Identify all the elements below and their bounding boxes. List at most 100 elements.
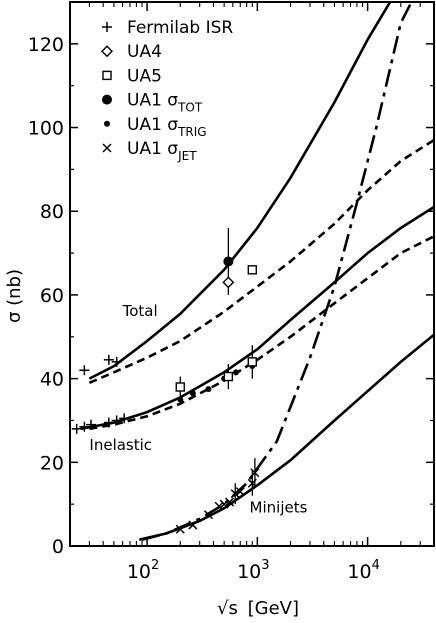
legend-label-main: UA5 bbox=[127, 66, 162, 86]
big-dot-shape bbox=[102, 94, 112, 105]
legend-label-main: UA1 σ bbox=[127, 139, 178, 159]
cross-b bbox=[235, 487, 245, 497]
data-point-ua1-trig bbox=[205, 386, 212, 393]
diamond-shape bbox=[101, 45, 113, 58]
series-line-1 bbox=[88, 2, 392, 380]
data-point-ua4 bbox=[222, 276, 235, 289]
square-shape bbox=[247, 357, 257, 367]
data-point-isr bbox=[79, 421, 90, 432]
x-axis-title-unit: [GeV] bbox=[248, 598, 299, 619]
cross-b bbox=[250, 468, 260, 478]
legend-label: UA5 bbox=[127, 66, 162, 86]
cross-b bbox=[188, 520, 198, 530]
legend-label-main: Fermilab ISR bbox=[127, 18, 233, 38]
data-point-isr bbox=[71, 423, 82, 434]
data-point-ua1-jet bbox=[175, 524, 185, 534]
x-axis-title: √s [GeV] bbox=[217, 598, 299, 619]
legend-label-subscript: TOT bbox=[177, 101, 203, 115]
series-line-2 bbox=[88, 138, 434, 384]
dot-shape bbox=[232, 369, 239, 376]
dot-shape bbox=[189, 390, 196, 397]
y-tick-label: 60 bbox=[40, 285, 64, 307]
legend-label: Fermilab ISR bbox=[127, 18, 233, 38]
data-point-ua1-jet bbox=[214, 501, 224, 511]
data-point-ua1-jet bbox=[230, 489, 240, 499]
big-dot-shape bbox=[223, 256, 234, 267]
data-point-isr bbox=[85, 419, 96, 430]
y-tick-label: 80 bbox=[40, 201, 64, 223]
data-point-isr bbox=[111, 356, 122, 367]
cross-b bbox=[225, 497, 235, 507]
cross-b bbox=[175, 524, 185, 534]
series-line-3 bbox=[80, 205, 434, 431]
data-point-ua1-trig bbox=[177, 396, 184, 403]
legend-label-main: UA1 σ bbox=[127, 115, 178, 135]
x-tick-exponent: 4 bbox=[372, 558, 380, 573]
legend-marker-dot bbox=[104, 120, 110, 127]
legend-label: UA1 σTOT bbox=[127, 91, 203, 115]
y-tick-label: 120 bbox=[28, 34, 64, 56]
square-shape bbox=[175, 382, 185, 392]
y-tick-label: 40 bbox=[40, 369, 64, 391]
cross-b bbox=[219, 499, 229, 509]
data-point-isr bbox=[119, 413, 130, 424]
cross-b bbox=[214, 501, 224, 511]
x-tick-exponent: 3 bbox=[261, 558, 269, 573]
data-point-ua1-trig bbox=[232, 369, 239, 376]
data-point-ua1-jet bbox=[250, 468, 260, 478]
legend-marker-cross bbox=[102, 143, 112, 153]
dot-shape bbox=[104, 120, 110, 127]
legend-label-subscript: TRIG bbox=[177, 125, 207, 139]
legend-marker-diamond bbox=[101, 45, 113, 58]
legend-label: UA1 σJET bbox=[127, 139, 197, 163]
series-line-4 bbox=[89, 235, 434, 431]
legend-label-subscript: JET bbox=[177, 149, 197, 163]
legend-marker-square bbox=[102, 70, 112, 81]
data-point-ua5 bbox=[247, 357, 257, 367]
square-shape bbox=[223, 371, 234, 382]
data-point-ua1-jet bbox=[235, 487, 245, 497]
model-curves bbox=[80, 2, 434, 541]
x-tick-label: 104 bbox=[347, 558, 379, 583]
data-point-ua1-trig bbox=[189, 390, 196, 397]
legend-marker-big-dot bbox=[102, 94, 112, 105]
x-tick-exponent: 2 bbox=[151, 558, 159, 573]
square-shape bbox=[247, 265, 257, 275]
data-point-ua1-jet bbox=[247, 478, 257, 488]
cross-b bbox=[230, 489, 240, 499]
x-tick-label: 102 bbox=[127, 558, 159, 583]
legend-label-main: UA4 bbox=[127, 42, 162, 62]
legend-label: UA1 σTRIG bbox=[127, 115, 207, 139]
x-axis-title-sqrt: √s bbox=[217, 598, 238, 619]
cross-b bbox=[247, 478, 257, 488]
data-point-isr bbox=[103, 354, 114, 365]
curve-label-total: Total bbox=[122, 302, 158, 320]
data-point-ua1-jet bbox=[225, 497, 235, 507]
legend-label-main: UA1 σ bbox=[127, 91, 178, 111]
data-point-isr bbox=[103, 417, 114, 428]
curve-label-minijets: Minijets bbox=[250, 499, 308, 517]
cross-b bbox=[102, 143, 112, 153]
curve-labels: Total Inelastic Minijets bbox=[89, 302, 307, 517]
y-axis-title: σ (nb) bbox=[4, 269, 25, 323]
diamond-shape bbox=[222, 276, 235, 289]
series-line-6 bbox=[141, 2, 413, 541]
data-point-ua5 bbox=[223, 371, 234, 382]
dot-shape bbox=[177, 396, 184, 403]
y-tick-label: 100 bbox=[28, 118, 64, 140]
x-tick-base: 10 bbox=[127, 561, 151, 583]
data-point-ua1-jet bbox=[203, 510, 213, 520]
legend-marker-plus bbox=[102, 22, 112, 32]
data-markers bbox=[71, 227, 260, 534]
x-tick-base: 10 bbox=[347, 561, 371, 583]
cross-b bbox=[203, 510, 213, 520]
x-tick-label: 103 bbox=[237, 558, 269, 583]
curve-label-inelastic: Inelastic bbox=[89, 436, 152, 454]
y-tick-label: 20 bbox=[40, 452, 64, 474]
dot-shape bbox=[205, 386, 212, 393]
x-tick-base: 10 bbox=[237, 561, 261, 583]
legend-label: UA4 bbox=[127, 42, 162, 62]
